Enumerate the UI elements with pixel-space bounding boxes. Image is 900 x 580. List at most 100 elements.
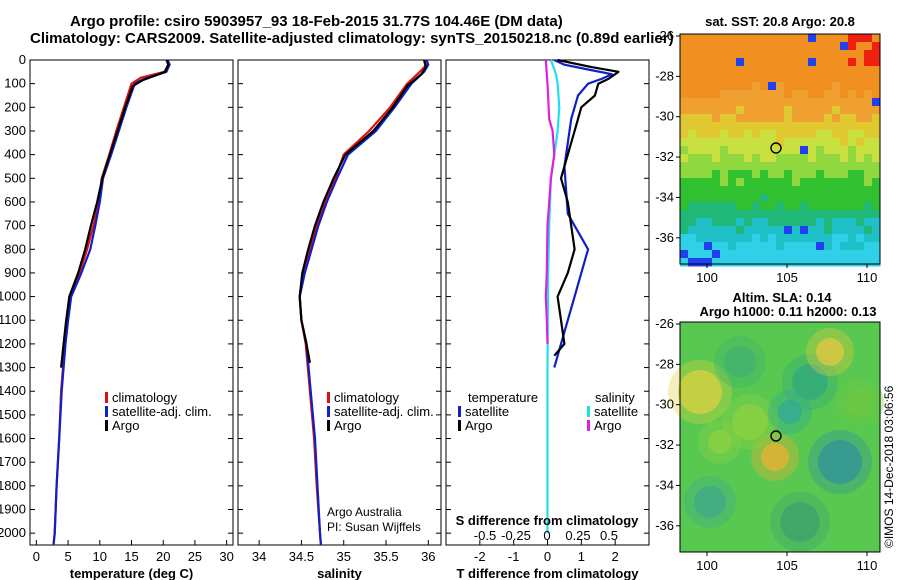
sst-cell	[720, 250, 729, 259]
sst-cell	[752, 178, 761, 187]
sst-cell	[688, 258, 697, 267]
x-tick-label: 34.5	[289, 549, 314, 564]
sst-cell	[760, 154, 769, 163]
sst-cell	[840, 138, 849, 147]
sst-cell	[808, 90, 817, 99]
legend-label: climatology	[112, 390, 178, 405]
sst-cell	[768, 186, 777, 195]
sst-cell	[688, 242, 697, 251]
sst-cell	[776, 114, 785, 123]
sst-cell	[680, 42, 689, 51]
sst-cell	[864, 82, 873, 91]
sst-cell	[792, 218, 801, 227]
sst-cell	[840, 186, 849, 195]
sst-cell	[712, 90, 721, 99]
sst-cell	[840, 226, 849, 235]
sst-cell	[768, 218, 777, 227]
sst-cell	[840, 130, 849, 139]
y-tick-label: 1500	[0, 407, 26, 422]
sst-cell	[712, 258, 721, 267]
sst-cell	[784, 66, 793, 75]
sst-cell	[704, 42, 713, 51]
sst-cell	[688, 114, 697, 123]
sst-cell	[752, 186, 761, 195]
sst-cell	[768, 226, 777, 235]
sst-cell	[784, 226, 793, 235]
y-tick-label: 400	[4, 147, 26, 162]
sst-cell	[856, 226, 865, 235]
sst-map-title: sat. SST: 20.8 Argo: 20.8	[705, 14, 855, 29]
sst-cell	[840, 114, 849, 123]
sst-cell	[784, 178, 793, 187]
sst-cell	[808, 234, 817, 243]
sst-cell	[856, 210, 865, 219]
sst-cell	[824, 258, 833, 267]
sst-cell	[784, 234, 793, 243]
sla-blob	[732, 404, 768, 440]
sst-cell	[712, 122, 721, 131]
sst-cell	[840, 210, 849, 219]
lat-tick-label: -36	[655, 230, 674, 245]
sst-cell	[720, 98, 729, 107]
x-tick-label: 2	[612, 549, 619, 564]
sst-cell	[688, 34, 697, 43]
sst-cell	[736, 258, 745, 267]
sst-cell	[760, 258, 769, 267]
sst-cell	[744, 138, 753, 147]
sst-cell	[848, 202, 857, 211]
sst-cell	[696, 250, 705, 259]
x-tick-label: -2	[474, 549, 486, 564]
sst-cell	[736, 138, 745, 147]
sst-cell	[728, 34, 737, 43]
sst-cell	[832, 138, 841, 147]
sst-cell	[720, 194, 729, 203]
sst-cell	[752, 138, 761, 147]
sst-cell	[864, 258, 873, 267]
sst-cell	[840, 90, 849, 99]
sst-cell	[784, 98, 793, 107]
sst-cell	[704, 242, 713, 251]
sst-cell	[792, 162, 801, 171]
title-line-2: Climatology: CARS2009. Satellite-adjuste…	[30, 30, 674, 47]
sst-cell	[848, 186, 857, 195]
sst-cell	[824, 218, 833, 227]
sst-cell	[864, 50, 873, 59]
sst-cell	[768, 34, 777, 43]
sst-cell	[800, 34, 809, 43]
sst-cell	[728, 154, 737, 163]
sst-cell	[808, 138, 817, 147]
x-top-label: S difference from climatology	[456, 513, 640, 528]
sst-cell	[736, 122, 745, 131]
sst-cell	[680, 106, 689, 115]
sst-cell	[800, 122, 809, 131]
sst-cell	[824, 130, 833, 139]
sst-cell	[792, 242, 801, 251]
legend-swatch	[105, 420, 108, 431]
sst-cell	[832, 98, 841, 107]
legend-label: Argo	[594, 418, 621, 433]
sst-cell	[760, 250, 769, 259]
sst-cell	[712, 194, 721, 203]
sst-cell	[752, 114, 761, 123]
sst-cell	[696, 202, 705, 211]
sst-cell	[768, 210, 777, 219]
sst-cell	[784, 186, 793, 195]
sst-cell	[680, 186, 689, 195]
sst-cell	[872, 74, 881, 83]
sst-cell	[680, 202, 689, 211]
sst-cell	[736, 178, 745, 187]
sst-cell	[792, 90, 801, 99]
sst-cell	[840, 162, 849, 171]
lat-tick-label: -28	[655, 68, 674, 83]
sst-cell	[864, 122, 873, 131]
sst-cell	[720, 114, 729, 123]
sst-cell	[808, 34, 817, 43]
series-line	[298, 59, 428, 546]
sst-cell	[872, 218, 881, 227]
sst-cell	[688, 98, 697, 107]
sst-cell	[856, 146, 865, 155]
sst-cell	[728, 258, 737, 267]
sst-cell	[688, 226, 697, 235]
sst-cell	[744, 106, 753, 115]
sst-cell	[808, 162, 817, 171]
